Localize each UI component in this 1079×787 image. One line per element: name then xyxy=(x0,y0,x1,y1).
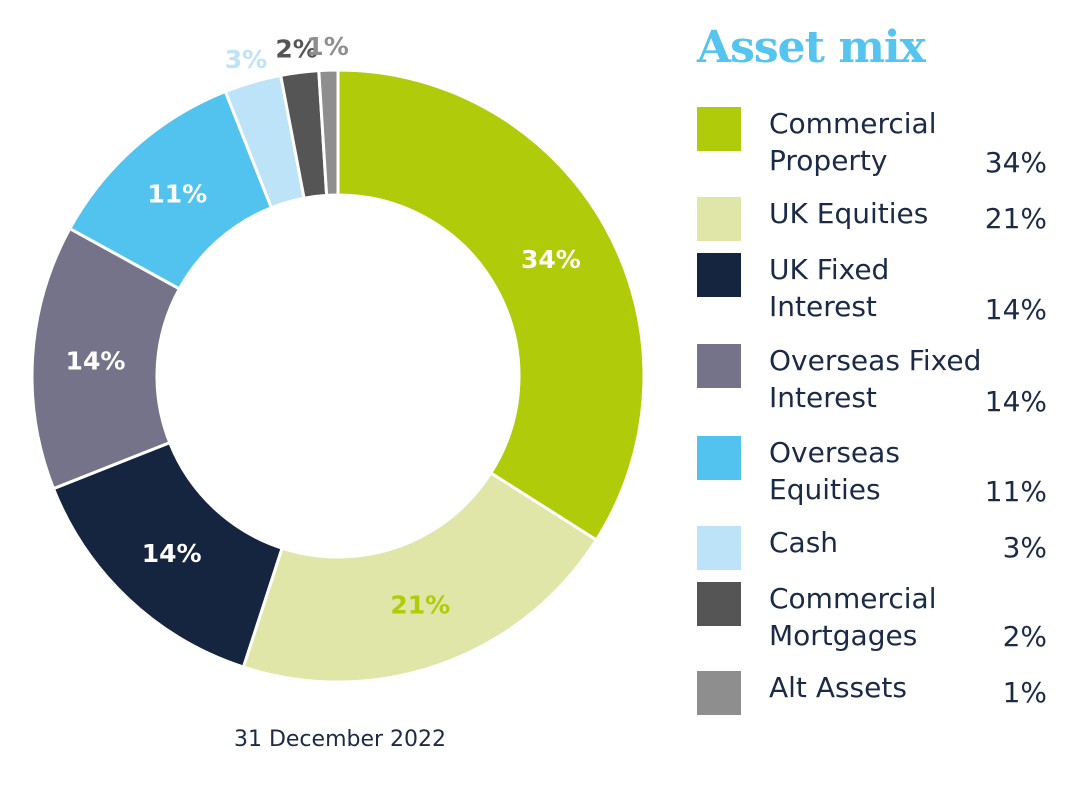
donut-segment-commercial-property xyxy=(336,68,646,543)
legend-label: Alt Assets xyxy=(769,671,907,704)
data-label: 1% xyxy=(306,32,348,61)
donut-chart: 34% 21% 14% 14% 11% 3% 2%1% xyxy=(30,32,646,684)
legend-value: 2% xyxy=(1002,620,1047,653)
legend-value: 11% xyxy=(984,475,1047,508)
legend-label: Commercial Property xyxy=(769,107,937,177)
donut-segment-uk-equities xyxy=(241,470,599,684)
legend-label: UK Fixed Interest xyxy=(769,253,890,323)
data-label: 21% xyxy=(390,591,450,620)
chart-date: 31 December 2022 xyxy=(233,727,447,752)
legend-label: Overseas Fixed Interest xyxy=(769,344,982,414)
legend-swatch xyxy=(697,344,741,388)
legend-swatch xyxy=(697,253,741,297)
legend-item: Commercial Mortgages 2% xyxy=(697,580,1047,669)
legend-item: Alt Assets 1% xyxy=(697,669,1047,725)
legend-swatch xyxy=(697,107,741,151)
legend-item: UK Fixed Interest 14% xyxy=(697,251,1047,342)
donut-segment-alt-assets xyxy=(317,68,340,197)
legend-label: Commercial Mortgages xyxy=(769,582,937,652)
legend-swatch xyxy=(697,526,741,570)
legend-swatch xyxy=(697,436,741,480)
legend-item: UK Equities 21% xyxy=(697,195,1047,251)
data-label: 34% xyxy=(521,245,581,274)
data-label: 14% xyxy=(142,539,202,568)
chart-title: Asset mix xyxy=(697,22,926,73)
data-label: 3% xyxy=(225,45,267,74)
legend-label: Cash xyxy=(769,526,839,559)
legend-item: Overseas Fixed Interest 14% xyxy=(697,342,1047,434)
legend-item: Overseas Equities 11% xyxy=(697,434,1047,524)
legend-value: 34% xyxy=(984,146,1047,179)
legend-value: 3% xyxy=(1002,531,1047,564)
legend-item: Commercial Property 34% xyxy=(697,105,1047,195)
legend-swatch xyxy=(697,582,741,626)
legend-value: 1% xyxy=(1002,676,1047,709)
legend-swatch xyxy=(697,197,741,241)
legend-value: 14% xyxy=(984,293,1047,326)
data-label: 11% xyxy=(147,180,207,209)
legend: Commercial Property 34% UK Equities 21% UK… xyxy=(697,105,1047,725)
legend-swatch xyxy=(697,671,741,715)
data-label: 2% xyxy=(275,35,317,64)
legend-value: 14% xyxy=(984,385,1047,418)
legend-label: Overseas Equities xyxy=(769,436,900,506)
data-label: 14% xyxy=(66,347,126,376)
legend-item: Cash 3% xyxy=(697,524,1047,580)
legend-label: UK Equities xyxy=(769,197,929,230)
legend-value: 21% xyxy=(984,202,1047,235)
